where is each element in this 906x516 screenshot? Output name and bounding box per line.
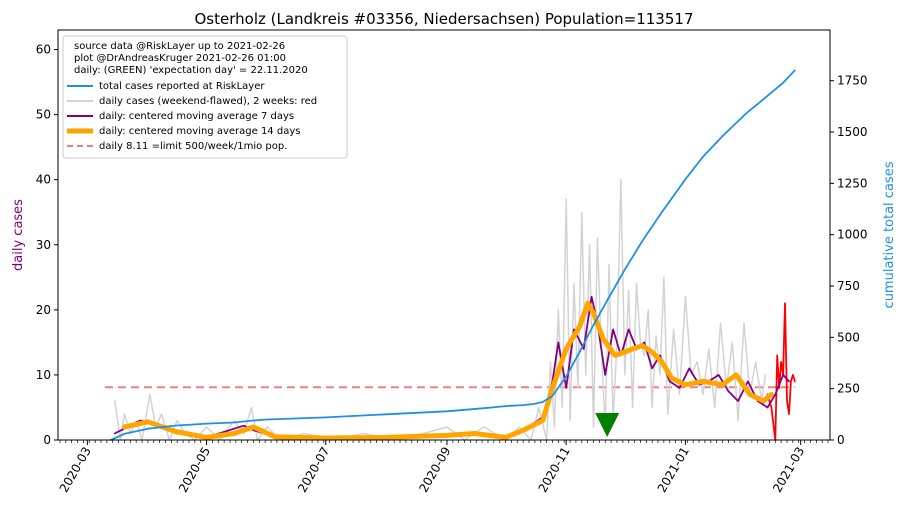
plot-area <box>104 69 796 441</box>
y-right-tick-label: 750 <box>837 279 860 293</box>
x-tick-label: 2021-01 <box>655 445 692 495</box>
legend-header-line: daily: (GREEN) 'expectation day' = 22.11… <box>74 65 308 76</box>
cumulative-line <box>109 69 796 441</box>
ma7-line <box>113 295 790 439</box>
y-right-tick-label: 250 <box>837 382 860 396</box>
chart-title: Osterholz (Landkreis #03356, Niedersachs… <box>195 10 694 28</box>
legend-label-ma7: daily: centered moving average 7 days <box>99 111 294 122</box>
y-right-tick-label: 0 <box>837 433 845 447</box>
x-tick-label: 2020-03 <box>57 445 94 495</box>
legend-label-total: total cases reported at RiskLayer <box>99 81 265 92</box>
daily-raw-line <box>113 178 767 441</box>
y-left-tick-label: 10 <box>36 368 51 382</box>
legend-label-limit: daily 8.11 =limit 500/week/1mio pop. <box>99 141 287 152</box>
legend-header-line: source data @RiskLayer up to 2021-02-26 <box>74 41 285 52</box>
legend-label-ma14: daily: centered moving average 14 days <box>99 126 300 137</box>
y-left-tick-label: 30 <box>36 238 51 252</box>
y-left-tick-label: 20 <box>36 303 51 317</box>
x-tick-label: 2020-09 <box>416 445 453 495</box>
y-axis-left-label: daily cases <box>11 199 26 271</box>
y-right-tick-label: 1000 <box>837 228 868 242</box>
y-right-tick-label: 1250 <box>837 176 868 190</box>
y-left-tick-label: 60 <box>36 43 51 57</box>
plot-frame <box>57 29 831 441</box>
daily-recent-line <box>766 302 796 441</box>
legend-box <box>62 35 348 159</box>
expectation-day-marker <box>595 413 620 437</box>
y-right-tick-label: 1750 <box>837 74 868 88</box>
y-right-tick-label: 500 <box>837 330 860 344</box>
y-left-tick-label: 0 <box>43 433 51 447</box>
y-left-tick-label: 50 <box>36 108 51 122</box>
legend-label-daily-raw: daily cases (weekend-flawed), 2 weeks: r… <box>99 96 317 107</box>
x-tick-label: 2020-05 <box>176 445 213 495</box>
y-left-tick-label: 40 <box>36 173 51 187</box>
x-tick-label: 2020-11 <box>536 445 573 495</box>
ma14-line <box>122 300 774 441</box>
legend: source data @RiskLayer up to 2021-02-26 … <box>62 35 348 159</box>
x-tick-label: 2021-03 <box>770 445 807 495</box>
y-axis-right-label: cumulative total cases <box>882 161 897 308</box>
y-right-tick-label: 1500 <box>837 125 868 139</box>
legend-header-line: plot @DrAndreasKruger 2021-02-26 01:00 <box>74 53 286 64</box>
x-tick-label: 2020-07 <box>295 445 332 495</box>
